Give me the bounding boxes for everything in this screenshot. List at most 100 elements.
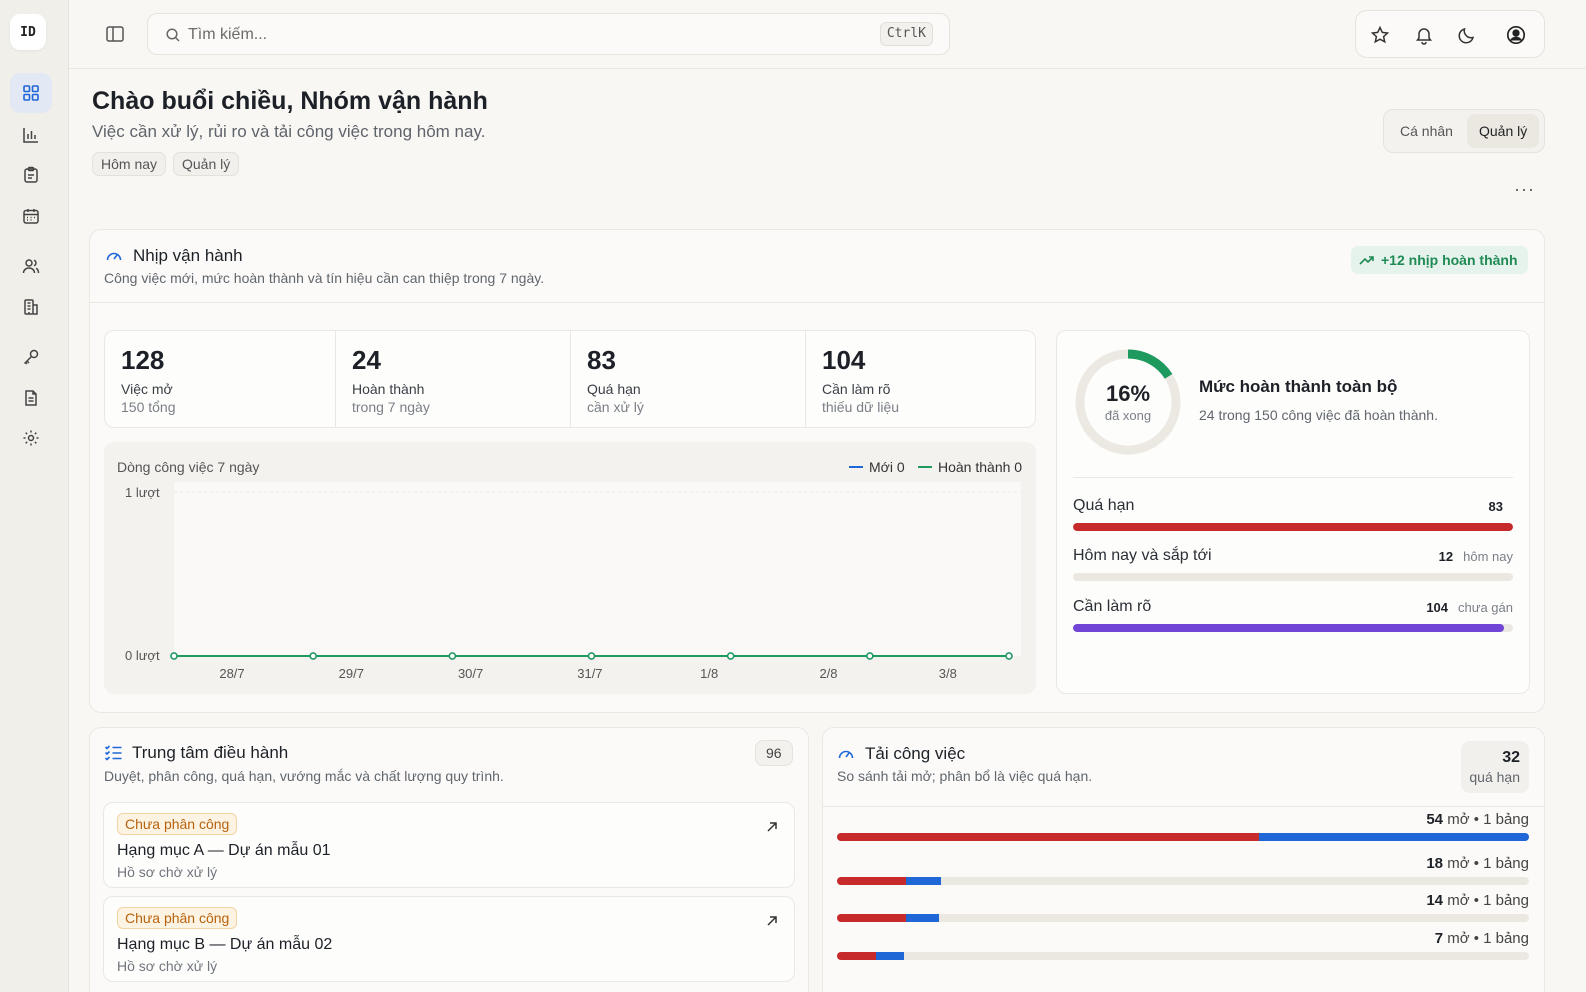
users-icon (22, 259, 40, 274)
sidebar-item-reports[interactable] (10, 115, 52, 155)
search-shortcut: CtrlK (879, 22, 933, 46)
sidebar-item-tasks[interactable] (10, 155, 52, 195)
line-chart-svg: 1 lượt 0 lượt 28/7 29/7 30/7 31/7 1/8 2/8 3/8 (125, 482, 1021, 681)
arrow-up-right-icon[interactable] (766, 821, 778, 833)
checklist-icon (104, 745, 122, 761)
kpi-completed[interactable]: 24 Hoàn thành trong 7 ngày (336, 331, 571, 427)
moon-icon[interactable] (1457, 25, 1477, 45)
workload-overdue-fill (837, 833, 1260, 841)
progress-count: 83 (1488, 499, 1503, 514)
operations-pulse-card: Nhịp vận hành Công việc mới, mức hoàn th… (89, 229, 1545, 713)
sidebar-item-calendar[interactable] (10, 196, 52, 236)
kpi-strip: 128 Việc mở 150 tổng 24 Hoàn thành trong… (104, 330, 1036, 428)
workload-open-count: 54 (1426, 811, 1444, 828)
workload-overdue-fill (837, 914, 907, 922)
overdue-summary: 32 quá hạn (1461, 741, 1529, 793)
workload-subtitle: So sánh tải mở; phân bổ là việc quá hạn. (837, 768, 1093, 784)
completion-title: Mức hoàn thành toàn bộ (1199, 377, 1398, 396)
workload-open-fill (875, 952, 905, 960)
kpi-open[interactable]: 128 Việc mở 150 tổng (105, 331, 336, 427)
completion-donut (1075, 349, 1181, 455)
x-tick-label: 30/7 (458, 666, 483, 681)
pulse-title: Nhịp vận hành (133, 246, 243, 265)
chip-manager[interactable]: Quản lý (173, 152, 240, 176)
search-box[interactable]: CtrlK (147, 13, 950, 55)
progress-suffix: hôm nay (1463, 549, 1513, 564)
workload-overdue-fill (837, 877, 907, 885)
workload-open-fill (906, 914, 939, 922)
ops-center-count: 96 (755, 740, 793, 766)
x-tick-label: 3/8 (939, 666, 957, 681)
view-toggle: Cá nhân Quản lý (1383, 109, 1545, 153)
kpi-label: Cần làm rõ (822, 381, 891, 397)
data-point[interactable] (866, 652, 874, 660)
sidebar-item-documents[interactable] (10, 378, 52, 418)
workload-open-fill (1259, 833, 1529, 841)
workload-track (837, 914, 1529, 922)
task-title: Hạng mục B — Dự án mẫu 02 (117, 936, 333, 953)
building-icon (24, 299, 38, 315)
page-subtitle: Việc cần xử lý, rủi ro và tải công việc … (92, 122, 486, 141)
data-point[interactable] (1005, 652, 1013, 660)
data-point[interactable] (587, 652, 596, 660)
list-item[interactable]: Chưa phân công Hạng mục A — Dự án mẫu 01… (103, 802, 795, 888)
bell-icon[interactable] (1414, 25, 1434, 45)
sidebar-item-organization[interactable] (10, 287, 52, 327)
donut-progress (1075, 349, 1181, 455)
top-bar: CtrlK (69, 0, 1586, 69)
completion-panel: 16% đã xong Mức hoàn thành toàn bộ 24 tr… (1056, 330, 1530, 694)
completion-trend-text: +12 nhịp hoàn thành (1381, 252, 1518, 268)
kpi-label: Việc mở (121, 381, 173, 397)
kpi-needs-clarification[interactable]: 104 Cần làm rõ thiếu dữ liệu (806, 331, 1035, 427)
legend-done-swatch (918, 465, 932, 468)
sidebar-item-access[interactable] (10, 337, 52, 377)
workload-track (837, 877, 1529, 885)
progress-count: 104 (1426, 600, 1449, 615)
workload-open-fill (906, 877, 941, 885)
x-tick-label: 29/7 (339, 666, 364, 681)
trend-up-icon (1359, 256, 1374, 265)
bar-chart-icon (23, 128, 38, 143)
sidebar-toggle-icon[interactable] (105, 24, 125, 44)
star-icon[interactable] (1370, 25, 1390, 45)
kpi-value: 24 (352, 345, 381, 375)
arrow-up-right-icon[interactable] (766, 915, 778, 927)
x-tick-label: 2/8 (819, 666, 837, 681)
x-tick-label: 31/7 (577, 666, 602, 681)
list-item[interactable]: Chưa phân công Hạng mục B — Dự án mẫu 02… (103, 896, 795, 982)
workload-open-suffix: mở • 1 bảng (1443, 930, 1529, 947)
data-point[interactable] (448, 652, 457, 660)
pulse-subtitle: Công việc mới, mức hoàn thành và tín hiệ… (104, 270, 545, 286)
workload-card: Tải công việc So sánh tải mở; phân bổ là… (822, 727, 1545, 992)
chart-title: Dòng công việc 7 ngày (117, 459, 260, 475)
search-input[interactable] (188, 24, 788, 46)
status-badge: Chưa phân công (117, 813, 238, 835)
app-logo[interactable]: ID (10, 14, 46, 50)
workload-track (837, 833, 1529, 841)
sidebar-item-users[interactable] (10, 246, 52, 286)
progress-track (1073, 624, 1513, 632)
toggle-manager[interactable]: Quản lý (1467, 114, 1540, 148)
toggle-personal[interactable]: Cá nhân (1400, 123, 1453, 139)
kpi-overdue[interactable]: 83 Quá hạn cần xử lý (571, 331, 806, 427)
gear-icon (23, 430, 39, 446)
search-icon (166, 28, 180, 42)
overdue-label: quá hạn (1469, 769, 1520, 785)
document-icon (25, 390, 37, 406)
workload-open-count: 7 (1434, 930, 1444, 947)
data-point[interactable] (170, 652, 178, 660)
more-options-icon[interactable]: ··· (1514, 179, 1535, 199)
calendar-icon (23, 209, 39, 224)
data-point[interactable] (309, 652, 317, 660)
chip-today[interactable]: Hôm nay (92, 152, 167, 176)
clipboard-icon (24, 166, 38, 183)
sidebar-item-dashboard[interactable] (10, 73, 52, 113)
workload-track (837, 952, 1529, 960)
progress-count: 12 (1438, 549, 1454, 564)
account-icon[interactable] (1506, 25, 1526, 45)
sidebar-item-settings[interactable] (10, 418, 52, 458)
workload-label: 18 mở • 1 bảng (1426, 855, 1529, 872)
progress-suffix: chưa gán (1458, 600, 1513, 615)
kpi-label: Quá hạn (587, 381, 641, 397)
data-point[interactable] (726, 652, 735, 660)
